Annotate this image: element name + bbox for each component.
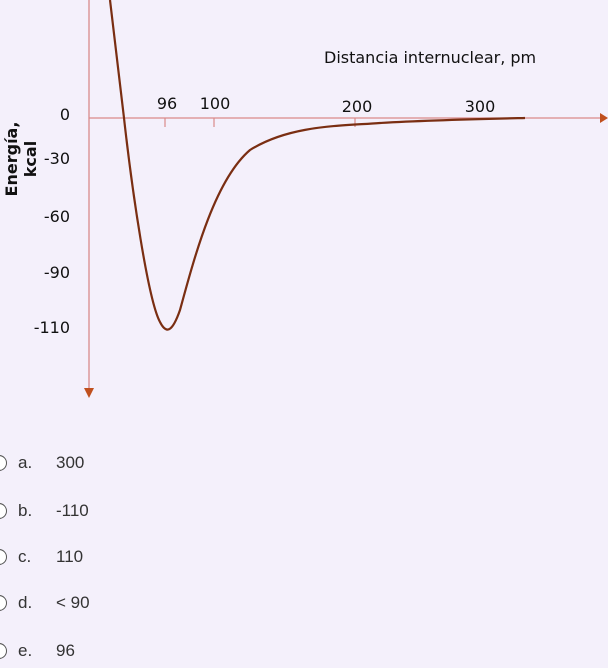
radio-button[interactable] bbox=[0, 595, 7, 611]
x-tick-label: 300 bbox=[464, 97, 496, 116]
option-text: < 90 bbox=[56, 593, 90, 612]
y-tick-label: -90 bbox=[43, 263, 70, 282]
option-letter: c. bbox=[18, 547, 32, 566]
y-tick-label: -30 bbox=[43, 149, 70, 168]
potential-energy-chart: Energía, kcal Distancia internuclear, pm… bbox=[2, 0, 608, 398]
option-letter: a. bbox=[18, 453, 33, 472]
option-c[interactable]: c. 110 bbox=[0, 540, 83, 574]
radio-button[interactable] bbox=[0, 643, 7, 659]
option-text: 96 bbox=[56, 641, 75, 660]
energy-curve bbox=[108, 0, 526, 331]
y-tick-label: -60 bbox=[43, 207, 70, 226]
option-text: 300 bbox=[56, 453, 85, 472]
option-text: 110 bbox=[56, 547, 84, 566]
x-axis-arrow-icon bbox=[600, 113, 608, 123]
option-letter: d. bbox=[18, 593, 33, 612]
x-tick-label: 200 bbox=[341, 97, 373, 116]
option-letter: e. bbox=[18, 641, 33, 660]
option-text: -110 bbox=[56, 501, 89, 520]
option-a[interactable]: a. 300 bbox=[0, 446, 84, 480]
radio-button[interactable] bbox=[0, 503, 7, 519]
x-tick-label: 100 bbox=[199, 94, 231, 113]
radio-button[interactable] bbox=[0, 549, 7, 565]
y-axis-arrow-icon bbox=[84, 388, 94, 398]
option-e[interactable]: e. 96 bbox=[0, 634, 75, 668]
y-tick-label: 0 bbox=[59, 105, 70, 124]
option-d[interactable]: d. < 90 bbox=[0, 586, 90, 620]
option-b[interactable]: b. -110 bbox=[0, 494, 89, 528]
chart-svg bbox=[84, 0, 608, 398]
x-axis-title: Distancia internuclear, pm bbox=[324, 48, 537, 67]
option-letter: b. bbox=[18, 501, 33, 520]
y-tick-label: -110 bbox=[33, 318, 70, 337]
radio-button[interactable] bbox=[0, 455, 7, 471]
x-tick-label: 96 bbox=[156, 94, 178, 113]
